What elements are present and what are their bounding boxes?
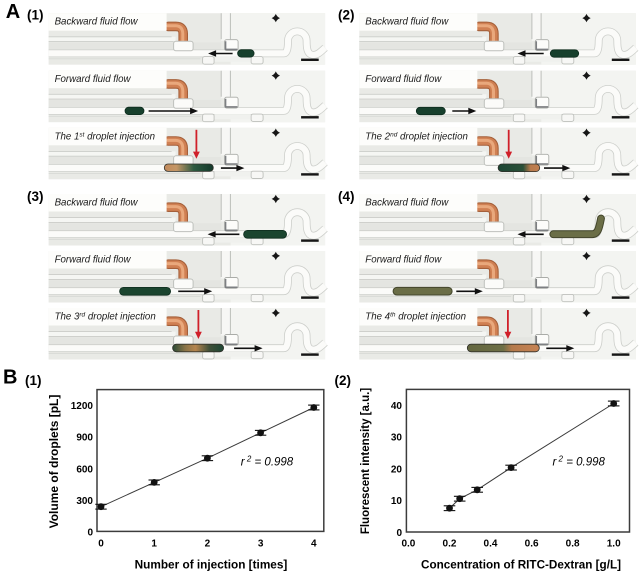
svg-text:1: 1 (151, 539, 157, 550)
svg-text:B: B (3, 366, 17, 388)
svg-text:0: 0 (87, 528, 93, 539)
svg-text:Forward fluid flow: Forward fluid flow (365, 255, 442, 266)
svg-text:Backward fluid flow: Backward fluid flow (365, 17, 449, 28)
svg-text:0: 0 (98, 539, 104, 550)
svg-text:(1): (1) (27, 7, 44, 22)
svg-text:1.0: 1.0 (607, 539, 621, 550)
svg-text:0.8: 0.8 (566, 539, 580, 550)
svg-text:1200: 1200 (71, 401, 94, 412)
svg-text:20: 20 (391, 465, 403, 476)
svg-text:Forward fluid flow: Forward fluid flow (365, 74, 442, 85)
svg-text:0.2: 0.2 (443, 539, 457, 550)
svg-text:Backward fluid flow: Backward fluid flow (55, 17, 139, 28)
svg-text:600: 600 (76, 464, 93, 475)
svg-text:A: A (6, 1, 20, 23)
svg-text:Number of injection [times]: Number of injection [times] (135, 558, 288, 572)
svg-text:(1): (1) (25, 373, 42, 388)
svg-text:r 2 = 0.998: r 2 = 0.998 (241, 455, 294, 469)
svg-text:Forward fluid flow: Forward fluid flow (55, 255, 132, 266)
svg-text:The 1st droplet injection: The 1st droplet injection (55, 131, 155, 142)
svg-text:2: 2 (205, 539, 211, 550)
svg-text:3: 3 (258, 539, 264, 550)
svg-text:40: 40 (391, 401, 403, 412)
svg-text:Concentration of RITC-Dextran: Concentration of RITC-Dextran [g/L] (421, 559, 621, 572)
svg-text:The 3rd droplet injection: The 3rd droplet injection (55, 312, 156, 323)
svg-text:300: 300 (76, 496, 93, 507)
svg-text:30: 30 (391, 433, 403, 444)
svg-text:The 4th droplet injection: The 4th droplet injection (365, 312, 466, 323)
svg-text:(4): (4) (338, 189, 355, 204)
svg-text:Volume of droplets [pL]: Volume of droplets [pL] (47, 395, 61, 529)
svg-text:Backward fluid flow: Backward fluid flow (365, 198, 449, 209)
svg-text:Fluorescent intensity [a.u.]: Fluorescent intensity [a.u.] (360, 388, 372, 534)
svg-text:r 2 = 0.998: r 2 = 0.998 (552, 455, 605, 469)
svg-text:Backward fluid flow: Backward fluid flow (55, 198, 139, 209)
svg-text:(2): (2) (338, 7, 355, 22)
svg-text:900: 900 (76, 433, 93, 444)
svg-text:0.0: 0.0 (401, 539, 415, 550)
svg-text:The 2nd droplet injection: The 2nd droplet injection (365, 131, 468, 142)
svg-text:0.6: 0.6 (525, 539, 539, 550)
svg-text:4: 4 (311, 539, 317, 550)
svg-text:(3): (3) (27, 189, 44, 204)
svg-text:0: 0 (396, 528, 402, 539)
svg-text:0.4: 0.4 (484, 539, 498, 550)
svg-text:10: 10 (391, 496, 403, 507)
svg-text:(2): (2) (335, 373, 352, 388)
svg-text:Forward fluid flow: Forward fluid flow (55, 74, 132, 85)
